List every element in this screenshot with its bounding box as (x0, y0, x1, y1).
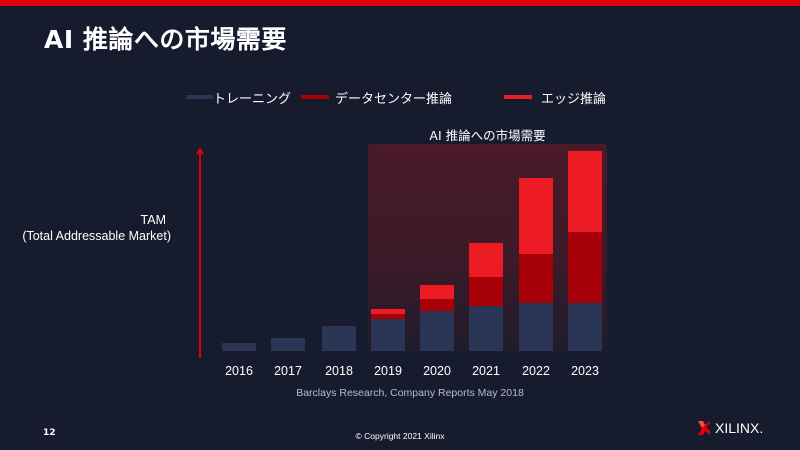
bar-segment-2016-training (222, 343, 256, 351)
highlight-label: AI 推論への市場需要 (429, 128, 546, 143)
legend-item-training: トレーニング (186, 88, 292, 107)
legend-swatch-datacenter (301, 95, 329, 99)
arrow-up-icon (196, 147, 204, 154)
bar-segment-2023-edge (568, 151, 602, 232)
bar-segment-2022-edge (519, 178, 553, 254)
y-axis-label-line2: (Total Addressable Market) (22, 229, 171, 243)
legend-label-training: トレーニング (213, 91, 292, 107)
bar-segment-2021-edge (469, 243, 503, 277)
bar-segment-2017-training (271, 338, 305, 351)
x-axis-label-2016: 2016 (225, 364, 253, 378)
x-axis-label-2018: 2018 (325, 364, 353, 378)
top-accent-bar (0, 0, 800, 6)
bar-segment-2022-datacenter (519, 254, 553, 303)
slide-title: AI 推論への市場需要 (44, 25, 287, 54)
bar-segment-2020-edge (420, 285, 454, 299)
y-axis-label-line1: TAM (140, 213, 166, 227)
x-axis-label-2022: 2022 (522, 364, 550, 378)
legend-label-datacenter: データセンター推論 (335, 91, 453, 107)
x-axis-label-2023: 2023 (571, 364, 599, 378)
x-axis-label-2021: 2021 (472, 364, 500, 378)
x-axis-label-2019: 2019 (374, 364, 402, 378)
bar-segment-2023-training (568, 303, 602, 351)
bar-segment-2019-datacenter (371, 314, 405, 319)
bar-segment-2020-training (420, 311, 454, 351)
page-number: 12 (43, 428, 56, 438)
legend-swatch-edge (504, 95, 532, 99)
bar-segment-2020-datacenter (420, 299, 454, 311)
xilinx-logo-icon (698, 421, 710, 435)
logo-text: XILINX. (715, 420, 764, 436)
legend-swatch-training (186, 95, 213, 99)
legend-item-edge: エッジ推論 (504, 88, 607, 107)
y-axis-arrow-line (199, 152, 201, 358)
y-axis-label: TAM (Total Addressable Market) (0, 212, 171, 244)
copyright: © Copyright 2021 Xilinx (355, 431, 445, 441)
bar-segment-2023-datacenter (568, 232, 602, 303)
bar-segment-2019-training (371, 319, 405, 351)
x-axis-label-2017: 2017 (274, 364, 302, 378)
bar-segment-2019-edge (371, 309, 405, 314)
bar-segment-2018-training (322, 326, 356, 351)
legend-item-datacenter: データセンター推論 (301, 88, 453, 107)
xilinx-logo: XILINX. (698, 420, 763, 436)
legend-label-edge: エッジ推論 (541, 91, 607, 107)
bar-segment-2021-training (469, 306, 503, 351)
source-note: Barclays Research, Company Reports May 2… (296, 387, 524, 399)
bar-segment-2021-datacenter (469, 277, 503, 306)
bar-segment-2022-training (519, 303, 553, 351)
x-axis-label-2020: 2020 (423, 364, 451, 378)
